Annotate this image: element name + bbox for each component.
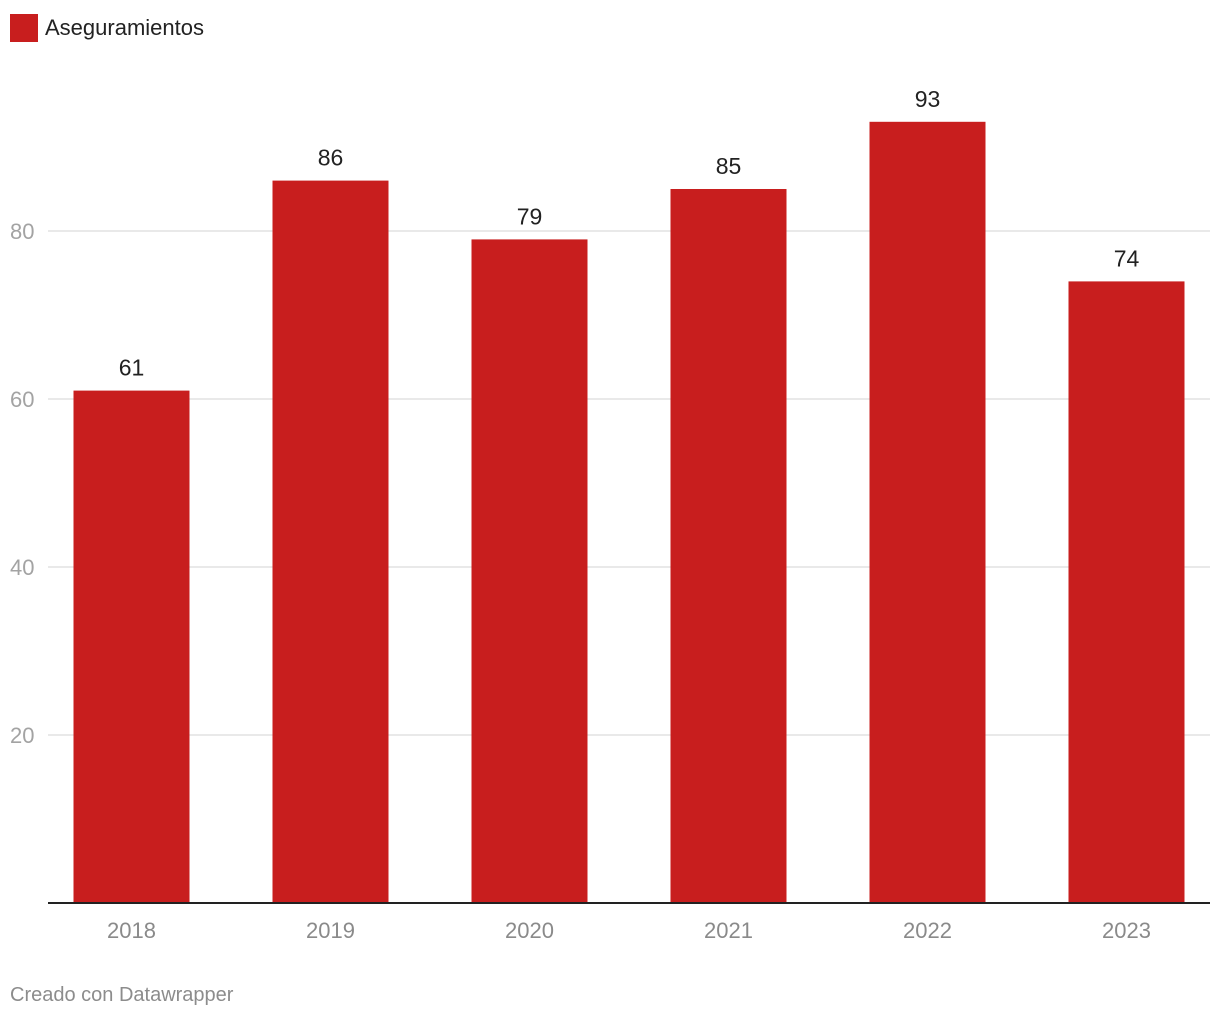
- x-tick-label-2021: 2021: [704, 918, 753, 943]
- legend: Aseguramientos: [10, 13, 204, 43]
- data-label-2022: 93: [915, 86, 941, 112]
- data-label-2018: 61: [119, 355, 145, 381]
- legend-swatch: [10, 14, 38, 42]
- bar-2021: [670, 189, 787, 903]
- data-label-2019: 86: [318, 145, 344, 171]
- y-tick-label-60: 60: [10, 387, 34, 412]
- bar-2020: [471, 239, 588, 903]
- bar-2023: [1068, 281, 1185, 903]
- y-tick-label-20: 20: [10, 723, 34, 748]
- y-tick-label-40: 40: [10, 555, 34, 580]
- bar-2019: [272, 180, 389, 904]
- x-tick-label-2019: 2019: [306, 918, 355, 943]
- x-tick-label-2018: 2018: [107, 918, 156, 943]
- bar-2018: [73, 390, 190, 904]
- x-tick-label-2020: 2020: [505, 918, 554, 943]
- x-tick-label-2022: 2022: [903, 918, 952, 943]
- legend-label: Aseguramientos: [45, 15, 204, 40]
- data-label-2020: 79: [517, 203, 543, 229]
- data-label-2023: 74: [1114, 245, 1140, 271]
- data-label-2021: 85: [716, 153, 742, 179]
- y-tick-label-80: 80: [10, 219, 34, 244]
- x-tick-label-2023: 2023: [1102, 918, 1151, 943]
- footer-credit: Creado con Datawrapper: [10, 984, 234, 1006]
- bar-2022: [869, 121, 986, 904]
